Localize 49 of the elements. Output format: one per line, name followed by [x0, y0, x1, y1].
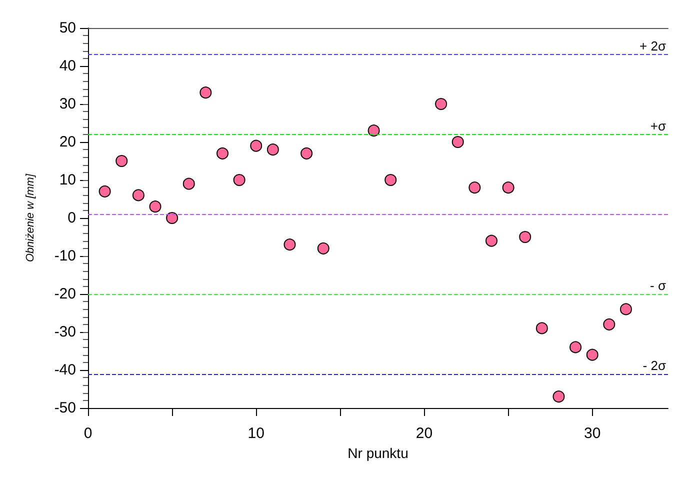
ref-line-label: + 2σ: [640, 38, 666, 54]
point: [284, 238, 296, 251]
x-tick-label: 0: [84, 425, 92, 442]
point: [317, 242, 330, 254]
y-axis-title: Obniżenie w [mm]: [24, 173, 36, 262]
point: [233, 174, 246, 186]
point: [166, 212, 178, 224]
ref-line-label: - 2σ: [642, 358, 666, 373]
ref-line-label: - σ: [650, 278, 666, 293]
point: [149, 200, 162, 213]
y-tick-label: 50: [59, 20, 76, 36]
point: [485, 234, 498, 247]
y-tick-label: 10: [59, 172, 76, 188]
y-tick-label: 40: [59, 58, 76, 74]
point: [250, 140, 262, 152]
y-tick-label: 30: [59, 96, 76, 112]
point: [586, 348, 598, 361]
point: [368, 124, 380, 137]
y-tick-label: -50: [54, 400, 76, 416]
y-tick-label: -40: [54, 362, 76, 378]
point: [468, 182, 481, 194]
point: [384, 174, 397, 186]
x-axis-title: Nr punktu: [348, 444, 408, 461]
point: [519, 231, 532, 243]
y-tick-label: -10: [54, 248, 76, 264]
x-tick-label: 10: [248, 425, 264, 442]
y-tick-label: 0: [68, 210, 76, 226]
point: [552, 390, 565, 403]
point: [300, 147, 313, 160]
point: [620, 303, 632, 316]
point: [603, 318, 616, 330]
x-tick-label: 20: [416, 425, 433, 442]
point: [536, 322, 548, 334]
ref-line-label: +σ: [650, 118, 666, 134]
point: [200, 86, 212, 99]
point: [182, 178, 195, 190]
point: [216, 147, 228, 160]
y-tick-label: -30: [54, 324, 76, 340]
y-tick-label: 20: [59, 134, 76, 150]
point: [570, 341, 582, 354]
point: [435, 98, 448, 110]
point: [502, 182, 514, 194]
point: [266, 144, 279, 156]
point: [116, 155, 128, 167]
x-tick-label: 30: [584, 425, 601, 442]
point: [452, 136, 464, 148]
point: [132, 189, 144, 202]
y-tick-label: -20: [54, 286, 76, 302]
point: [98, 185, 111, 198]
